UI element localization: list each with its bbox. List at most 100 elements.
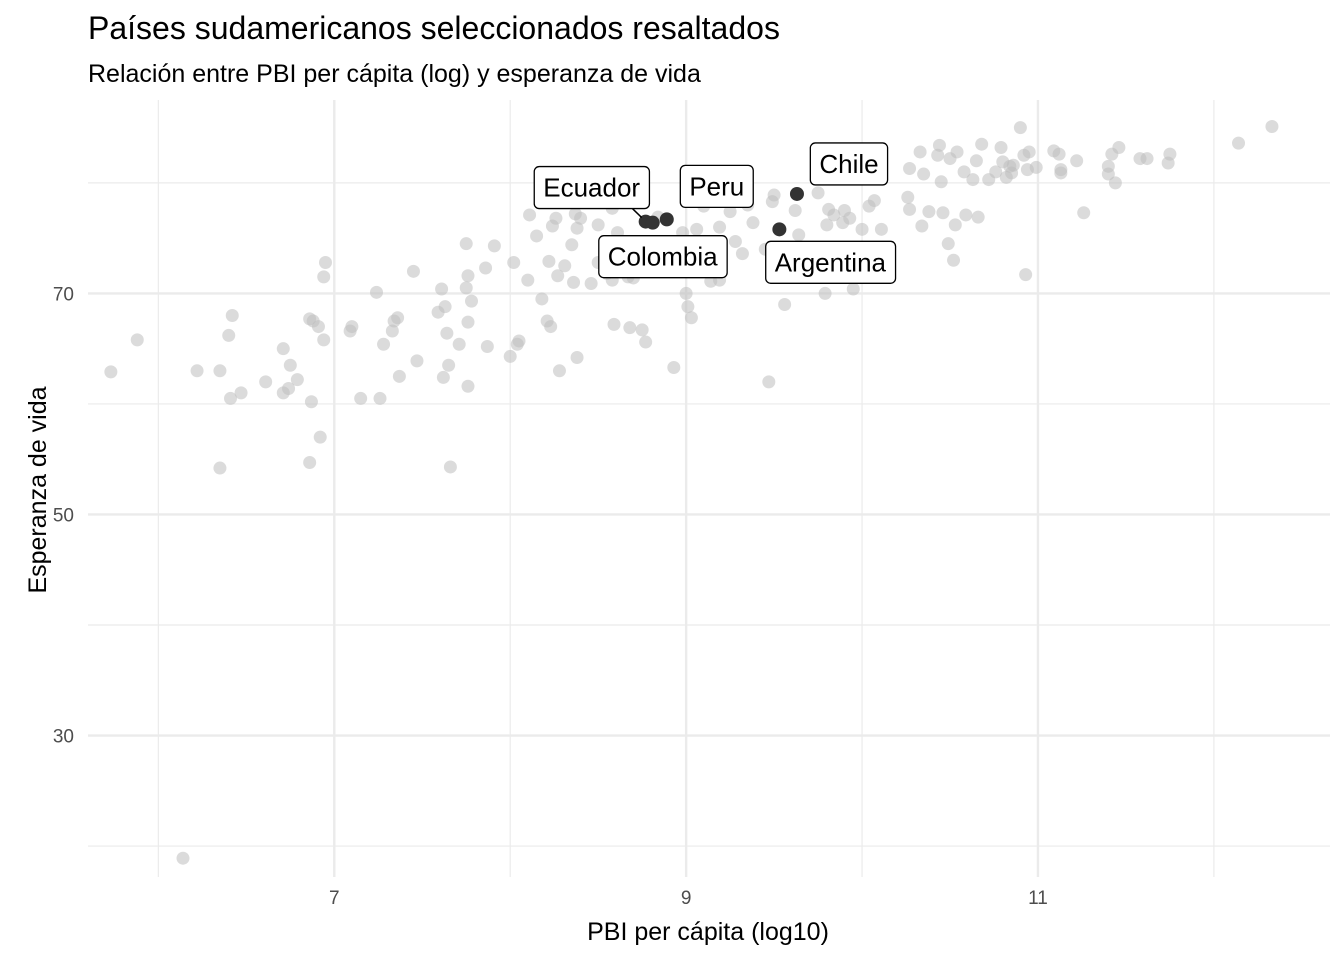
data-point bbox=[452, 337, 466, 351]
x-tick-label: 9 bbox=[681, 888, 692, 909]
data-point bbox=[994, 141, 1008, 155]
data-point bbox=[535, 292, 549, 306]
y-axis-title: Esperanza de vida bbox=[24, 386, 52, 593]
axis-ticks: 7 9 11 30 50 70 bbox=[53, 284, 1048, 909]
data-point bbox=[234, 386, 248, 400]
data-point bbox=[282, 381, 296, 395]
country-label: Peru bbox=[679, 164, 754, 209]
data-point bbox=[667, 360, 681, 374]
data-point bbox=[591, 218, 605, 232]
label-box bbox=[765, 240, 897, 284]
data-point bbox=[989, 165, 1003, 179]
data-point bbox=[855, 222, 869, 236]
country-label: Colombia bbox=[598, 235, 728, 279]
data-point bbox=[304, 395, 318, 409]
data-point bbox=[1163, 147, 1177, 161]
data-point bbox=[391, 311, 405, 325]
data-point bbox=[778, 297, 792, 311]
data-point bbox=[542, 254, 556, 268]
data-point bbox=[792, 228, 806, 242]
data-point bbox=[903, 162, 917, 176]
label-box bbox=[679, 164, 754, 209]
highlighted-point bbox=[772, 222, 787, 237]
data-point bbox=[130, 333, 144, 347]
data-point bbox=[259, 375, 273, 389]
data-point bbox=[948, 218, 962, 232]
data-point bbox=[681, 300, 695, 314]
y-tick-label: 70 bbox=[53, 284, 74, 305]
data-point bbox=[639, 335, 653, 349]
data-point bbox=[521, 273, 535, 287]
country-label: Chile bbox=[809, 142, 889, 186]
data-point bbox=[936, 206, 950, 220]
data-point bbox=[584, 276, 598, 290]
data-point bbox=[480, 339, 494, 353]
data-point bbox=[971, 210, 985, 224]
data-point bbox=[283, 358, 297, 372]
label-box bbox=[533, 165, 651, 210]
data-point bbox=[567, 275, 581, 289]
data-point bbox=[843, 211, 857, 225]
data-point bbox=[820, 218, 834, 232]
data-point bbox=[435, 282, 449, 296]
data-point bbox=[915, 219, 929, 233]
data-point bbox=[225, 309, 239, 323]
data-point bbox=[1108, 176, 1122, 190]
data-point bbox=[679, 286, 693, 300]
data-point bbox=[1077, 206, 1091, 220]
data-point bbox=[313, 430, 327, 444]
data-point bbox=[385, 324, 399, 338]
data-point bbox=[276, 342, 290, 356]
data-point bbox=[690, 222, 704, 236]
data-point bbox=[570, 351, 584, 365]
label-leader-line bbox=[631, 208, 643, 219]
data-point bbox=[1013, 121, 1027, 135]
data-point bbox=[827, 208, 841, 222]
data-point bbox=[213, 461, 227, 475]
data-point bbox=[811, 186, 825, 200]
data-point bbox=[443, 460, 457, 474]
data-point bbox=[635, 323, 649, 337]
data-point bbox=[1101, 159, 1115, 173]
data-point bbox=[465, 294, 479, 308]
data-point bbox=[459, 237, 473, 251]
data-point bbox=[846, 282, 860, 296]
data-point bbox=[311, 320, 325, 334]
data-point bbox=[1019, 268, 1033, 282]
data-point bbox=[318, 255, 332, 269]
data-point bbox=[947, 253, 961, 267]
chart-subtitle: Relación entre PBI per cápita (log) y es… bbox=[88, 60, 701, 88]
data-point bbox=[788, 204, 802, 218]
label-text: Ecuador bbox=[543, 173, 640, 203]
data-point bbox=[317, 270, 331, 284]
country-label: Argentina bbox=[765, 240, 897, 284]
data-point bbox=[874, 222, 888, 236]
label-box bbox=[809, 142, 889, 186]
data-point bbox=[932, 138, 946, 152]
data-point bbox=[931, 148, 945, 162]
data-point bbox=[684, 311, 698, 325]
data-point bbox=[530, 229, 544, 243]
data-point bbox=[903, 202, 917, 216]
data-point bbox=[461, 379, 475, 393]
data-point bbox=[406, 264, 420, 278]
x-tick-label: 11 bbox=[1028, 888, 1048, 909]
data-point bbox=[922, 205, 936, 219]
data-point bbox=[442, 358, 456, 372]
data-point bbox=[623, 321, 637, 335]
data-point bbox=[176, 851, 190, 865]
data-point bbox=[950, 145, 964, 159]
data-point bbox=[1232, 136, 1246, 150]
data-point bbox=[377, 337, 391, 351]
label-text: Argentina bbox=[775, 247, 887, 277]
data-point bbox=[607, 317, 621, 331]
data-point bbox=[969, 154, 983, 168]
data-point bbox=[713, 220, 727, 234]
data-point bbox=[512, 334, 526, 348]
highlighted-point bbox=[659, 212, 674, 227]
data-point bbox=[959, 208, 973, 222]
data-point bbox=[917, 167, 931, 181]
data-point bbox=[479, 261, 493, 275]
data-point bbox=[303, 456, 317, 470]
background-points bbox=[104, 120, 1279, 865]
